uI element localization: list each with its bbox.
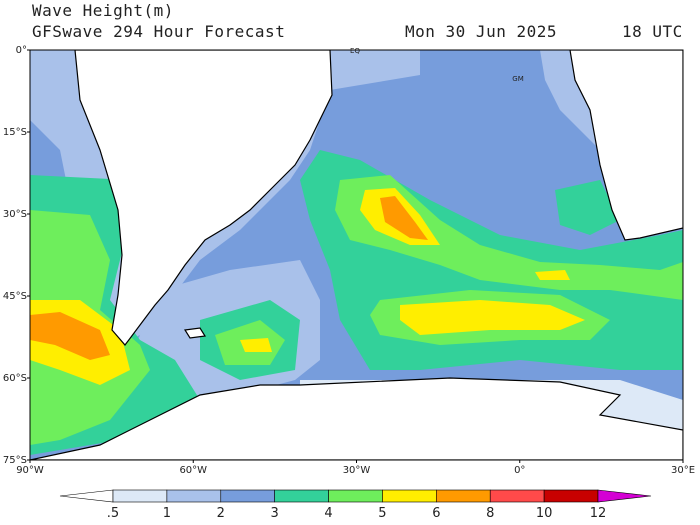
- africa: [569, 50, 683, 241]
- colorbar-swatch: [112, 489, 168, 503]
- wave-6-8: [380, 196, 428, 240]
- colorbar-label: 4: [324, 506, 332, 521]
- lat-label: 0°: [16, 45, 27, 56]
- colorbar: .5 1 2 3 4 5 6 8 10 12: [59, 489, 652, 521]
- colorbar-label: 2: [217, 506, 225, 521]
- colorbar-label: 5: [378, 506, 386, 521]
- colorbar-swatch: [220, 489, 275, 503]
- colorbar-swatch: [489, 489, 545, 503]
- south-america: [74, 50, 333, 346]
- lon-label: 0°: [514, 465, 525, 476]
- time: 18 UTC: [622, 22, 683, 41]
- wave-6-8: [30, 312, 110, 360]
- colorbar-label: 12: [590, 506, 607, 521]
- colorbar-over: [597, 489, 652, 503]
- place-label: GM: [512, 75, 523, 83]
- title: Wave Height(m): [32, 1, 174, 20]
- colorbar-swatch: [436, 489, 491, 503]
- colorbar-label: .5: [107, 506, 119, 521]
- lat-label: 15°S: [3, 127, 27, 138]
- colorbar-label: 10: [536, 506, 553, 521]
- colorbar-label: 3: [271, 506, 279, 521]
- colorbar-label: 8: [486, 506, 494, 521]
- lon-label: 30°E: [671, 465, 695, 476]
- place-label: EQ: [350, 47, 360, 55]
- lon-label: 90°W: [16, 465, 44, 476]
- colorbar-swatch: [166, 489, 222, 503]
- colorbar-label: 1: [163, 506, 171, 521]
- lon-label: 60°W: [179, 465, 207, 476]
- wave-5-6: [535, 270, 570, 280]
- wave-5-6: [400, 300, 585, 335]
- colorbar-swatch: [274, 489, 329, 503]
- lat-label: 45°S: [3, 291, 27, 302]
- lat-label: 60°S: [3, 373, 27, 384]
- subtitle: GFSwave 294 Hour Forecast: [32, 22, 285, 41]
- wave-4-5: [335, 175, 683, 300]
- date: Mon 30 Jun 2025: [405, 22, 557, 41]
- lat-label: 30°S: [3, 209, 27, 220]
- colorbar-swatch: [328, 489, 383, 503]
- lat-label: 75°S: [3, 455, 27, 466]
- map: [30, 50, 683, 460]
- colorbar-label: 6: [432, 506, 440, 521]
- colorbar-swatch: [543, 489, 599, 503]
- wave-3-4: [555, 180, 620, 235]
- colorbar-under: [59, 489, 114, 503]
- lon-label: 30°W: [343, 465, 371, 476]
- falklands: [183, 327, 207, 339]
- antarctica: [30, 377, 683, 460]
- wave-5-6: [240, 338, 272, 352]
- colorbar-swatch: [382, 489, 437, 503]
